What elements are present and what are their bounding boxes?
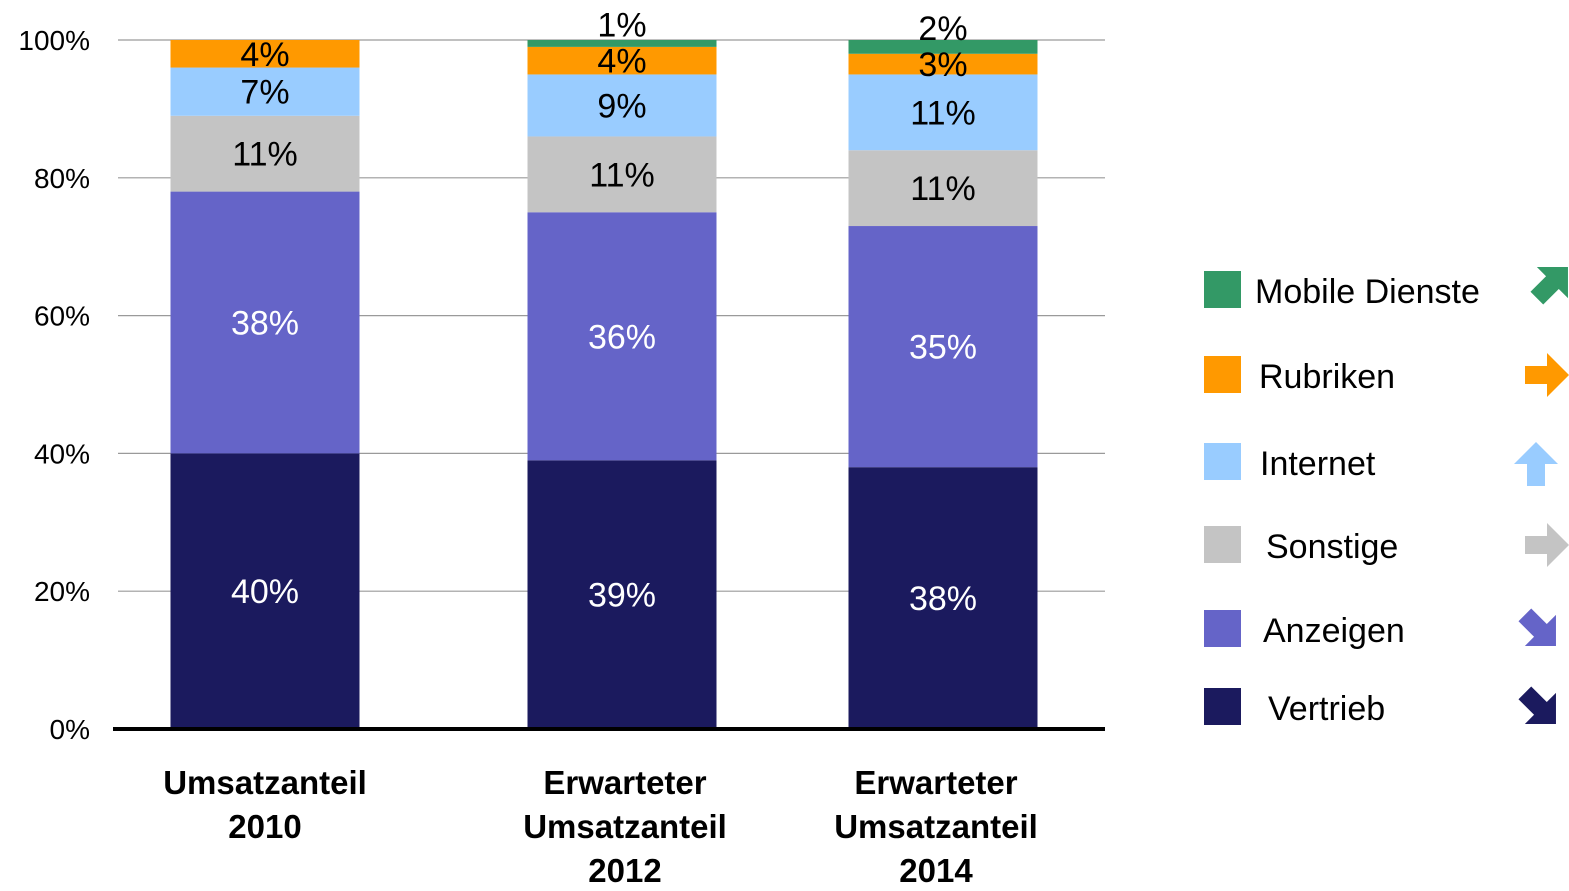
y-tick-label: 40%: [34, 438, 90, 469]
data-label: 4%: [597, 43, 646, 81]
trend-arrow-icon: [1530, 267, 1568, 305]
trend-arrow-icon: [1525, 523, 1569, 567]
y-tick-label: 0%: [50, 714, 90, 745]
legend-label: Mobile Dienste: [1255, 273, 1480, 311]
legend-swatch: [1204, 526, 1241, 563]
data-label: 11%: [232, 136, 298, 174]
bar-segment-mobile-dienste: [527, 40, 717, 47]
data-label: 11%: [589, 156, 655, 194]
bar-segment-sonstige: [848, 150, 1038, 227]
y-tick-label: 80%: [34, 163, 90, 194]
trend-arrow-icon: [1525, 353, 1569, 397]
data-label: 40%: [231, 573, 299, 611]
bar-segment-internet: [848, 74, 1038, 151]
bar-segment-sonstige: [170, 115, 360, 192]
bar-segment-sonstige: [527, 136, 717, 213]
legend-swatch: [1204, 356, 1241, 393]
data-label: 3%: [918, 46, 967, 84]
x-category-label: Erwarteter: [543, 764, 706, 801]
legend-label: Internet: [1260, 445, 1376, 483]
bar-segment-internet: [527, 74, 717, 137]
legend-swatch: [1204, 610, 1241, 647]
data-label: 39%: [588, 577, 656, 615]
bar-segment-internet: [170, 67, 360, 116]
bar-segment-rubriken: [527, 46, 717, 75]
data-label: 36%: [588, 318, 656, 356]
data-labels: 40%38%11%7%4%39%36%11%9%4%1%38%35%11%11%…: [231, 7, 977, 618]
bar-segment-vertrieb: [527, 460, 717, 729]
y-tick-label: 100%: [18, 25, 90, 56]
x-axis: Umsatzanteil 2010 Erwarteter Umsatzanteil 20…: [113, 727, 1105, 889]
x-category-label: 2012: [588, 852, 661, 889]
legend: Mobile Dienste Rubriken Internet Sonstige An…: [1204, 267, 1569, 728]
legend-label: Anzeigen: [1263, 612, 1405, 650]
legend-swatch: [1204, 443, 1241, 480]
data-label: 9%: [597, 87, 646, 125]
bar-segment-anzeigen: [848, 226, 1038, 468]
data-label: 11%: [910, 170, 976, 208]
x-category-label: Umsatzanteil: [523, 808, 727, 845]
x-category-label: 2010: [228, 808, 301, 845]
x-category-label: Erwarteter: [854, 764, 1017, 801]
bar-segment-vertrieb: [848, 467, 1038, 729]
data-label: 4%: [240, 36, 289, 74]
bar-segment-vertrieb: [170, 453, 360, 729]
legend-swatch: [1204, 271, 1241, 308]
data-label: 38%: [909, 580, 977, 618]
data-label: 11%: [910, 94, 976, 132]
trend-arrow-icon: [1518, 686, 1556, 724]
legend-swatch: [1204, 688, 1241, 725]
y-axis: 0% 20% 40% 60% 80% 100%: [18, 25, 90, 745]
x-category-label: Umsatzanteil: [163, 764, 367, 801]
bar-segment-anzeigen: [170, 191, 360, 454]
x-category-label: 2014: [899, 852, 973, 889]
legend-label: Sonstige: [1266, 528, 1398, 566]
data-label: 38%: [231, 304, 299, 342]
y-tick-label: 20%: [34, 576, 90, 607]
data-label: 2%: [918, 10, 967, 48]
bar-segment-anzeigen: [527, 212, 717, 461]
trend-arrow-icon: [1514, 442, 1558, 486]
bar-segment-rubriken: [848, 53, 1038, 75]
data-label: 1%: [597, 7, 646, 45]
y-tick-label: 60%: [34, 301, 90, 332]
legend-label: Vertrieb: [1268, 690, 1385, 728]
x-category-label: Umsatzanteil: [834, 808, 1038, 845]
data-label: 35%: [909, 329, 977, 367]
bar-segment-mobile-dienste: [848, 40, 1038, 54]
bar-segment-rubriken: [170, 40, 360, 68]
data-label: 7%: [240, 74, 289, 112]
trend-arrow-icon: [1518, 608, 1556, 646]
legend-label: Rubriken: [1259, 358, 1395, 396]
bars: [170, 40, 1038, 729]
